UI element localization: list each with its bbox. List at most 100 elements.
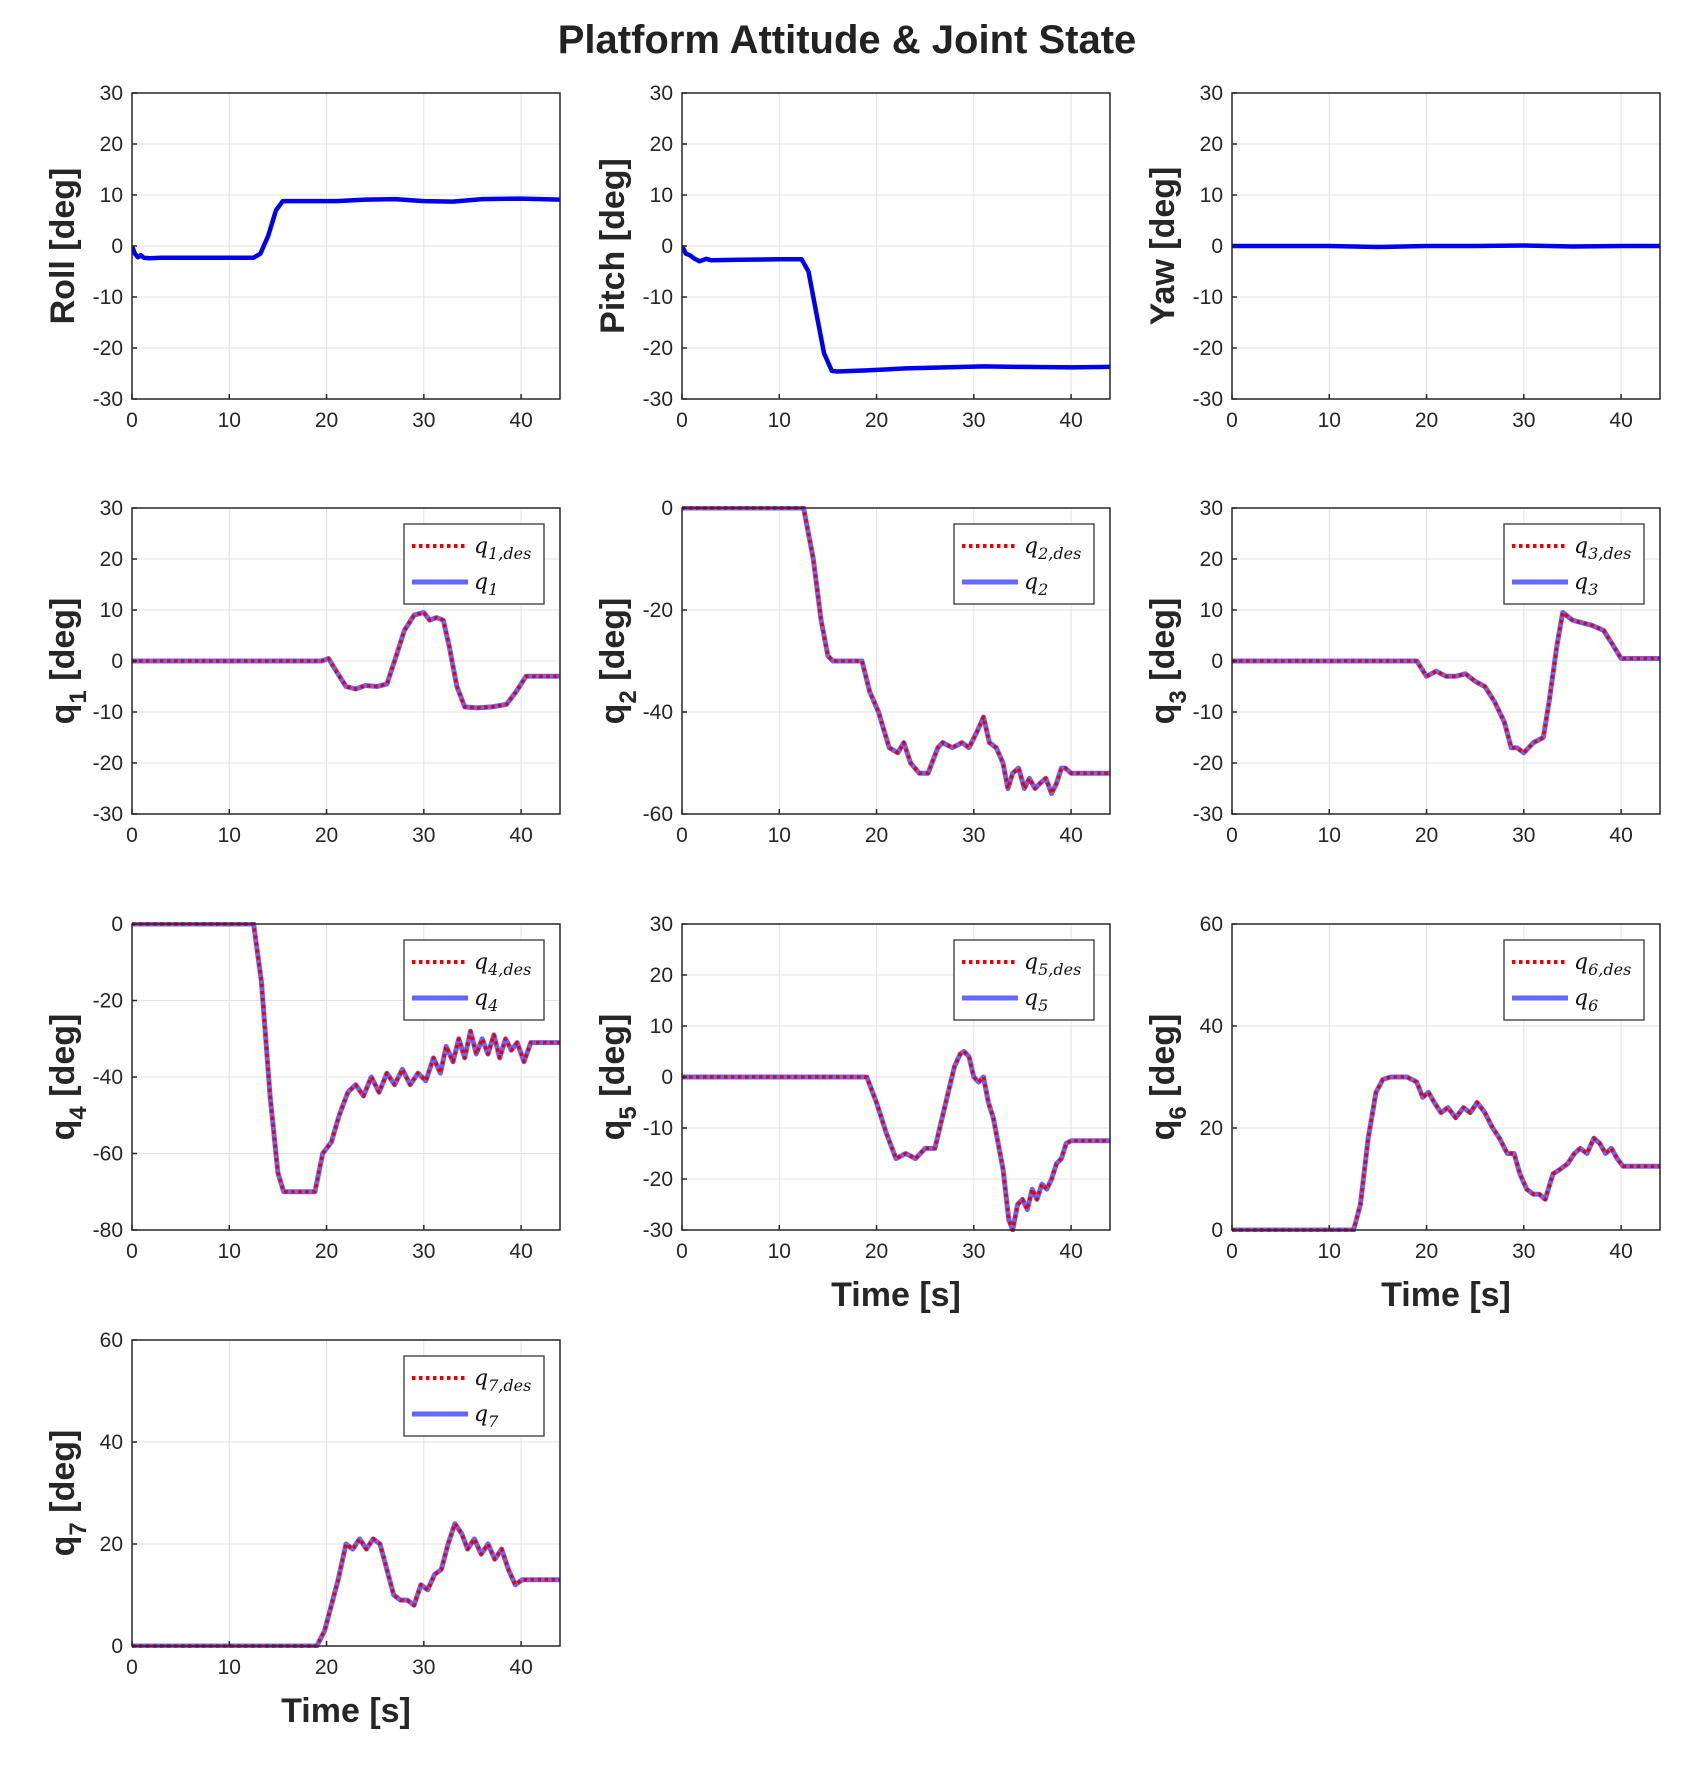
y-tick-label: 10 [650,184,673,207]
y-tick-label: 0 [1211,1219,1223,1242]
series-line-Roll [132,196,560,261]
x-tick-label: 10 [768,409,791,432]
subplot-q2: 0 10 20 30 40 -60 -40 -20 0 q2 [deg] q2,des q2 [594,497,1111,847]
x-tick-label: 0 [1226,824,1238,847]
x-tick-label: 20 [315,824,338,847]
series-line-q4,des [132,922,560,1194]
y-tick-label: -10 [643,1117,673,1140]
series-line-Pitch [682,244,1110,374]
legend-box [403,523,545,605]
y-tick-label: 20 [650,964,673,987]
x-tick-label: 30 [1512,1240,1535,1263]
subplot-yaw: 0 10 20 30 40 -30 -20 -10 0 10 20 30 Yaw [deg] [1144,82,1661,432]
x-tick-label: 0 [676,824,688,847]
x-tick-label: 40 [509,1240,532,1263]
series-line-q2,des [682,506,1110,796]
y-tick-label: 40 [1200,1015,1223,1038]
subplot-roll: 0 10 20 30 40 -30 -20 -10 0 10 20 30 Roll [deg] [44,82,561,432]
y-tick-label: 0 [111,235,123,258]
x-tick-label: 20 [315,409,338,432]
x-tick-label: 0 [1226,409,1238,432]
legend-box [403,1355,545,1437]
x-tick-label: 10 [1318,409,1341,432]
y-axis-label: q5 [deg] [594,1014,642,1141]
x-tick-label: 10 [218,409,241,432]
x-tick-label: 30 [962,1240,985,1263]
y-axis-label: q4 [deg] [44,1014,92,1141]
legend-label: q2,des [1024,534,1081,563]
y-tick-label: 0 [1211,650,1223,673]
legend: q6,des q6 [1503,939,1645,1021]
legend-label: q7,des [474,1366,531,1395]
y-tick-label: -10 [1193,286,1223,309]
x-tick-label: 0 [1226,1240,1238,1263]
x-tick-label: 0 [126,1240,138,1263]
y-tick-label: 0 [111,650,123,673]
subplot-q7: 0 10 20 30 40 0 20 40 60 q7 [deg] Time [s] q7,des q7 [44,1329,561,1730]
y-tick-label: -30 [643,388,673,411]
y-tick-label: 60 [1200,913,1223,936]
x-tick-label: 10 [1318,824,1341,847]
legend: q4,des q4 [403,939,545,1021]
y-tick-label: 0 [661,497,673,520]
x-axis-label: Time [s] [831,1276,961,1314]
y-tick-label: -20 [643,599,673,622]
y-tick-label: 30 [100,497,123,520]
x-tick-label: 20 [315,1240,338,1263]
y-tick-label: 0 [661,1066,673,1089]
legend-label: q5 [1024,986,1048,1015]
series-line-Yaw [1232,243,1660,250]
legend-label: q3 [1574,570,1598,599]
legend-label: q4,des [474,950,531,979]
y-tick-label: -20 [93,990,123,1013]
legend-box [1503,939,1645,1021]
y-axis-label: q6 [deg] [1144,1014,1192,1141]
x-tick-label: 10 [768,1240,791,1263]
y-tick-label: -10 [93,701,123,724]
x-tick-label: 0 [676,409,688,432]
series-line-q1,des [132,610,560,710]
y-tick-label: 20 [1200,1117,1223,1140]
axes-box [131,1339,561,1647]
x-tick-label: 40 [1609,824,1632,847]
y-tick-label: 10 [100,184,123,207]
legend-label: q7 [474,1402,499,1431]
legend-box [953,939,1095,1021]
axes-box [681,507,1111,815]
x-axis-label: Time [s] [1381,1276,1511,1314]
y-tick-label: 20 [100,548,123,571]
y-tick-label: 30 [650,82,673,105]
y-tick-label: 20 [100,133,123,156]
legend-label: q5,des [1024,950,1081,979]
axes-box [1231,923,1661,1231]
y-tick-label: -40 [93,1066,123,1089]
y-tick-label: 10 [1200,184,1223,207]
x-tick-label: 0 [126,824,138,847]
x-tick-label: 20 [1415,1240,1438,1263]
y-tick-label: -20 [1193,337,1223,360]
y-tick-label: 10 [100,599,123,622]
x-tick-label: 0 [126,409,138,432]
legend: q2,des q2 [953,523,1095,605]
x-tick-label: 40 [1059,1240,1082,1263]
legend-label: q1,des [474,534,531,563]
x-tick-label: 10 [768,824,791,847]
y-tick-label: -30 [93,803,123,826]
subplot-q6: 0 10 20 30 40 0 20 40 60 q6 [deg] Time [s] q6,des q6 [1144,913,1661,1314]
y-tick-label: -10 [643,286,673,309]
x-tick-label: 0 [126,1656,138,1679]
legend-box [1503,523,1645,605]
y-tick-label: -10 [1193,701,1223,724]
x-tick-label: 30 [412,1656,435,1679]
y-axis-label: Pitch [deg] [594,158,632,334]
y-tick-label: 10 [650,1015,673,1038]
x-tick-label: 20 [1415,409,1438,432]
y-tick-label: -30 [1193,803,1223,826]
subplot-pitch: 0 10 20 30 40 -30 -20 -10 0 10 20 30 Pitch [deg] [594,82,1111,432]
x-tick-label: 10 [218,824,241,847]
x-tick-label: 30 [1512,409,1535,432]
y-tick-label: 0 [111,913,123,936]
y-tick-label: 0 [661,235,673,258]
